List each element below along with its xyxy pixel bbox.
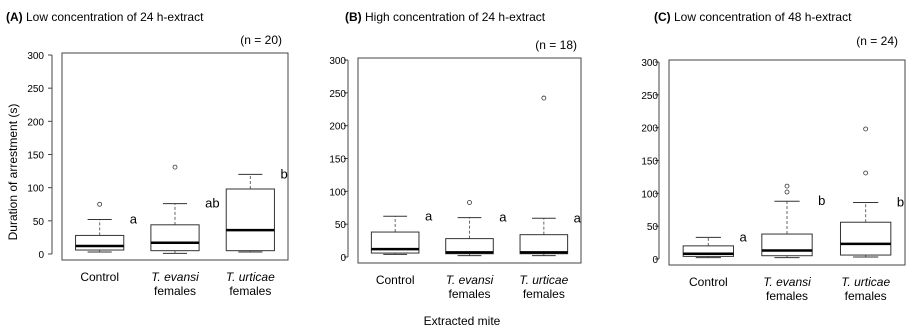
sample-size-label: (n = 20) <box>240 33 282 47</box>
y-tick-label: 100 <box>641 189 658 200</box>
iqr-box <box>150 224 200 252</box>
category-label: T. evansi <box>446 273 494 287</box>
outlier-point <box>541 95 547 101</box>
box-1: a Control <box>682 229 748 289</box>
significance-letter: b <box>818 193 825 208</box>
iqr-box <box>519 234 569 255</box>
outlier-point <box>863 126 869 132</box>
y-tick-label: 200 <box>27 117 44 128</box>
y-tick-label: 200 <box>641 124 658 135</box>
y-tick-label: 250 <box>641 91 658 102</box>
outlier-point <box>784 189 790 195</box>
sample-size-label: (n = 24) <box>856 34 898 48</box>
outlier-point <box>784 183 790 189</box>
significance-letter: a <box>425 208 433 223</box>
significance-letter: a <box>499 210 507 225</box>
y-tick-label: 50 <box>647 222 659 233</box>
significance-letter: a <box>130 212 138 227</box>
iqr-box <box>225 188 275 252</box>
y-tick-label: 0 <box>340 253 346 264</box>
category-label: females <box>229 284 271 298</box>
outlier-point <box>863 170 869 176</box>
category-label: T. urticae <box>226 270 275 284</box>
outlier-point <box>467 200 472 205</box>
iqr-box <box>445 238 494 255</box>
significance-letter: b <box>280 166 287 181</box>
iqr-box <box>682 245 735 257</box>
y-tick-label: 250 <box>329 89 346 100</box>
outlier-point <box>97 201 103 207</box>
category-label: T. urticae <box>841 275 890 289</box>
plot-frame <box>357 57 582 264</box>
y-tick-label: 300 <box>27 51 44 62</box>
category-label: females <box>766 289 808 303</box>
outlier-point <box>172 164 178 170</box>
y-tick-label: 200 <box>329 122 346 133</box>
plot-frame <box>668 59 906 266</box>
panel-title: (C) Low concentration of 48 h-extract <box>654 10 852 24</box>
iqr-box <box>761 233 813 257</box>
iqr-box <box>839 221 892 256</box>
box-1: a Control <box>370 208 433 287</box>
category-label: females <box>154 284 196 298</box>
iqr-box <box>370 231 420 254</box>
y-tick-label: 150 <box>641 157 658 168</box>
category-label: T. evansi <box>151 270 199 284</box>
category-label: females <box>448 287 490 301</box>
significance-letter: b <box>897 195 904 210</box>
y-tick-label: 150 <box>329 155 346 166</box>
category-label: T. urticae <box>519 273 568 287</box>
category-label: Control <box>376 273 415 287</box>
significance-letter: ab <box>205 196 219 211</box>
y-tick-label: 0 <box>38 250 44 261</box>
significance-letter: a <box>740 229 748 244</box>
y-tick-label: 100 <box>329 187 346 198</box>
y-tick-label: 50 <box>335 220 347 231</box>
iqr-box <box>75 234 125 251</box>
x-axis-label: Extracted mite <box>424 314 501 328</box>
category-label: females <box>845 289 887 303</box>
y-tick-label: 150 <box>27 151 44 162</box>
significance-letter: a <box>574 210 582 225</box>
box-1: a Control <box>75 201 138 284</box>
category-label: Control <box>689 275 728 289</box>
category-label: females <box>523 287 565 301</box>
category-label: T. evansi <box>763 275 811 289</box>
y-tick-label: 250 <box>27 84 44 95</box>
panel-b: (B) High concentration of 24 h-extract (n… <box>329 10 581 301</box>
y-tick-label: 0 <box>652 255 658 266</box>
y-tick-label: 50 <box>33 217 45 228</box>
y-axis-label: Duration of arrestment (s) <box>6 104 20 241</box>
panel-a: (A) Low concentration of 24 h-extract (n … <box>6 10 289 298</box>
y-tick-label: 300 <box>641 58 658 69</box>
category-label: Control <box>80 270 119 284</box>
y-tick-label: 300 <box>329 56 346 67</box>
sample-size-label: (n = 18) <box>535 38 577 52</box>
y-tick-label: 100 <box>27 184 44 195</box>
panel-title: (B) High concentration of 24 h-extract <box>345 10 546 24</box>
panel-title: (A) Low concentration of 24 h-extract <box>6 10 204 24</box>
plot-frame <box>61 52 289 261</box>
panel-c: (C) Low concentration of 48 h-extract (n … <box>641 10 906 303</box>
